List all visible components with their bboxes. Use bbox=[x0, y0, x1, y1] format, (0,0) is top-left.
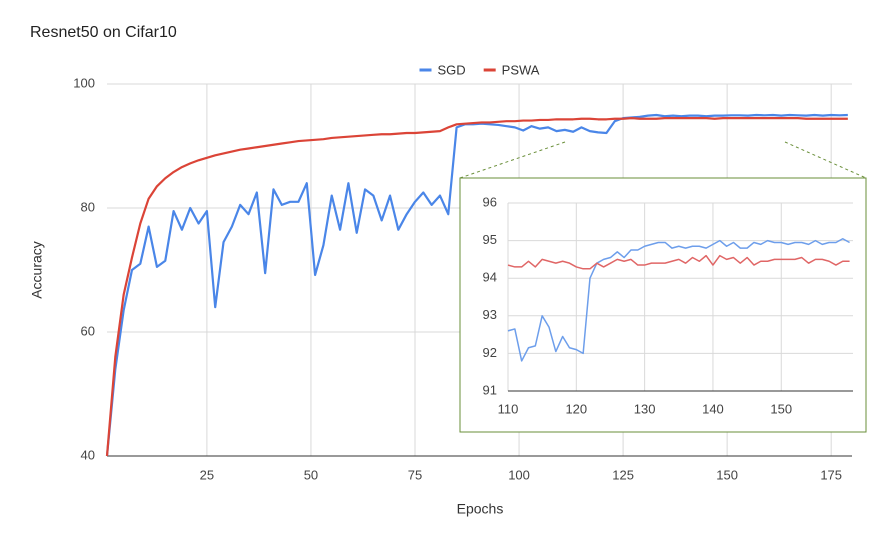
y-tick-label: 95 bbox=[483, 232, 497, 247]
x-tick-label: 140 bbox=[702, 401, 724, 416]
y-axis-title: Accuracy bbox=[29, 241, 45, 299]
x-tick-label: 125 bbox=[612, 467, 634, 482]
series-line bbox=[105, 113, 848, 457]
y-tick-label: 100 bbox=[73, 75, 95, 90]
y-tick-label: 92 bbox=[483, 345, 497, 360]
x-tick-label: 150 bbox=[770, 401, 792, 416]
inset-chart: 91 92 93 94 95 96 110 120 130 140 150 bbox=[483, 194, 853, 416]
series-line bbox=[507, 254, 850, 270]
x-tick-label: 120 bbox=[565, 401, 587, 416]
y-tick-label: 93 bbox=[483, 307, 497, 322]
y-tick-label: 94 bbox=[483, 270, 497, 285]
y-tick-label: 91 bbox=[483, 382, 497, 397]
x-axis-title: Epochs bbox=[457, 501, 504, 517]
x-tick-label: 50 bbox=[304, 467, 318, 482]
legend: SGD PSWA bbox=[419, 62, 540, 77]
legend-label: SGD bbox=[438, 62, 466, 77]
chart-title: Resnet50 on Cifar10 bbox=[30, 24, 177, 41]
legend-label: PSWA bbox=[502, 62, 540, 77]
x-tick-label: 110 bbox=[498, 401, 519, 416]
x-tick-label: 100 bbox=[508, 467, 530, 482]
x-tick-label: 25 bbox=[200, 467, 214, 482]
x-tick-label: 130 bbox=[634, 401, 656, 416]
zoom-connector bbox=[784, 141, 867, 179]
inset-frame bbox=[459, 177, 867, 433]
y-tick-label: 96 bbox=[483, 194, 497, 209]
zoom-connector bbox=[459, 141, 566, 179]
series-line bbox=[105, 117, 848, 457]
x-tick-label: 75 bbox=[408, 467, 422, 482]
series-line bbox=[507, 237, 850, 362]
y-tick-label: 40 bbox=[81, 447, 95, 462]
x-tick-label: 175 bbox=[820, 467, 842, 482]
y-tick-label: 60 bbox=[81, 323, 95, 338]
x-tick-label: 150 bbox=[716, 467, 738, 482]
y-tick-label: 80 bbox=[81, 199, 95, 214]
